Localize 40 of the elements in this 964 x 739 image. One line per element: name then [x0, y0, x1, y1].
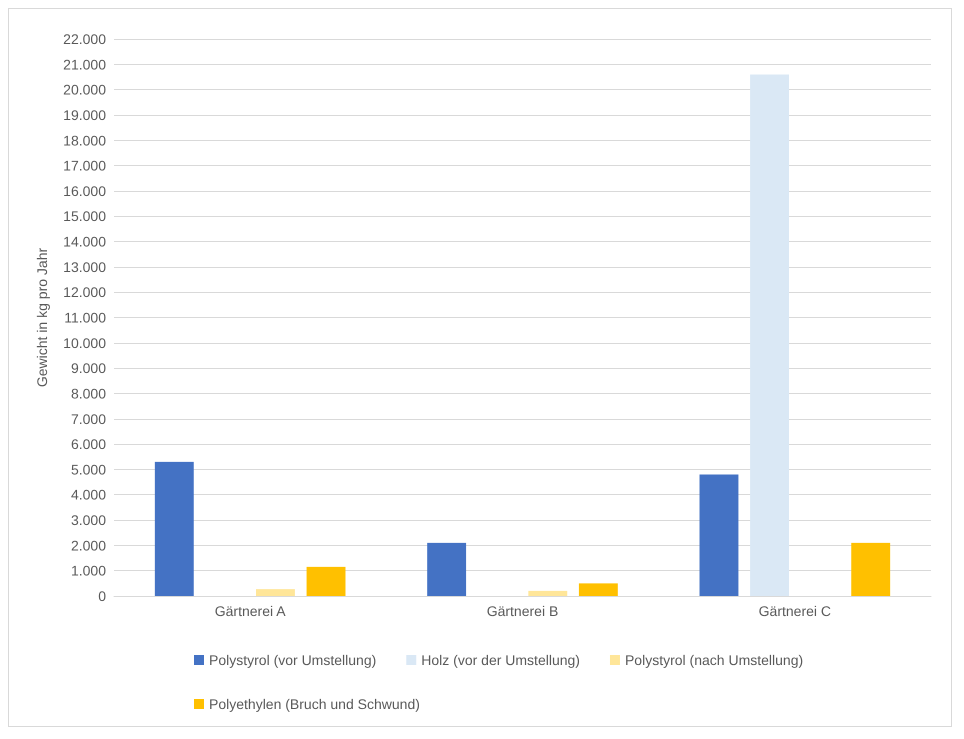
y-tick-label: 0 — [98, 588, 106, 604]
y-tick-label: 21.000 — [63, 56, 106, 72]
bar — [256, 589, 295, 596]
legend-label: Polystyrol (nach Umstellung) — [624, 652, 804, 668]
y-tick-label: 22.000 — [63, 31, 106, 47]
y-tick-label: 15.000 — [63, 208, 106, 224]
x-tick-label: Gärtnerei B — [486, 603, 558, 619]
y-tick-label: 19.000 — [63, 106, 106, 123]
y-tick-label: 6.000 — [70, 436, 106, 452]
legend-label: Polystyrol (vor Umstellung) — [209, 652, 376, 668]
y-tick-label: 8.000 — [70, 385, 106, 402]
y-tick-label: 12.000 — [63, 284, 106, 300]
y-tick-label: 2.000 — [70, 537, 106, 554]
bar — [700, 474, 738, 596]
y-tick-label: 17.000 — [63, 158, 106, 174]
y-tick-label: 11.000 — [64, 310, 106, 326]
bar — [750, 74, 789, 596]
legend-label: Polyethylen (Bruch und Schwund) — [209, 696, 420, 712]
y-tick-label: 16.000 — [63, 182, 106, 199]
bar — [851, 542, 890, 596]
y-tick-label: 1.000 — [70, 562, 106, 579]
y-tick-label: 20.000 — [63, 82, 106, 98]
y-axis-title: Gewicht in kg pro Jahr — [34, 248, 50, 388]
y-tick-label: 9.000 — [70, 360, 106, 376]
y-tick-label: 7.000 — [70, 410, 106, 427]
legend-label: Holz (vor der Umstellung) — [421, 652, 580, 668]
bar — [427, 542, 466, 596]
bar — [578, 583, 618, 596]
x-tick-label: Gärtnerei C — [758, 603, 832, 619]
y-tick-label: 4.000 — [70, 486, 106, 503]
y-tick-label: 10.000 — [63, 334, 106, 351]
bar — [306, 566, 346, 596]
y-tick-label: 3.000 — [70, 512, 106, 528]
y-tick-label: 14.000 — [63, 234, 106, 250]
y-tick-label: 5.000 — [70, 461, 106, 478]
y-tick-label: 18.000 — [63, 132, 106, 148]
x-tick-label: Gärtnerei A — [214, 603, 286, 619]
bar — [528, 590, 568, 596]
y-tick-label: 13.000 — [63, 258, 106, 275]
bar — [154, 462, 194, 596]
